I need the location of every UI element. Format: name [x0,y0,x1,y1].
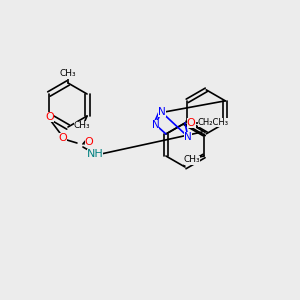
Text: N: N [184,132,192,142]
Text: NH: NH [87,149,103,159]
Text: N: N [152,120,159,130]
Text: CH₃: CH₃ [184,155,200,164]
Text: O: O [187,118,196,128]
Text: O: O [46,112,54,122]
Text: CH₃: CH₃ [74,121,90,130]
Text: CH₂CH₃: CH₂CH₃ [198,118,229,127]
Text: CH₃: CH₃ [60,70,76,79]
Text: O: O [85,137,93,147]
Text: N: N [158,107,166,117]
Text: O: O [58,133,67,143]
